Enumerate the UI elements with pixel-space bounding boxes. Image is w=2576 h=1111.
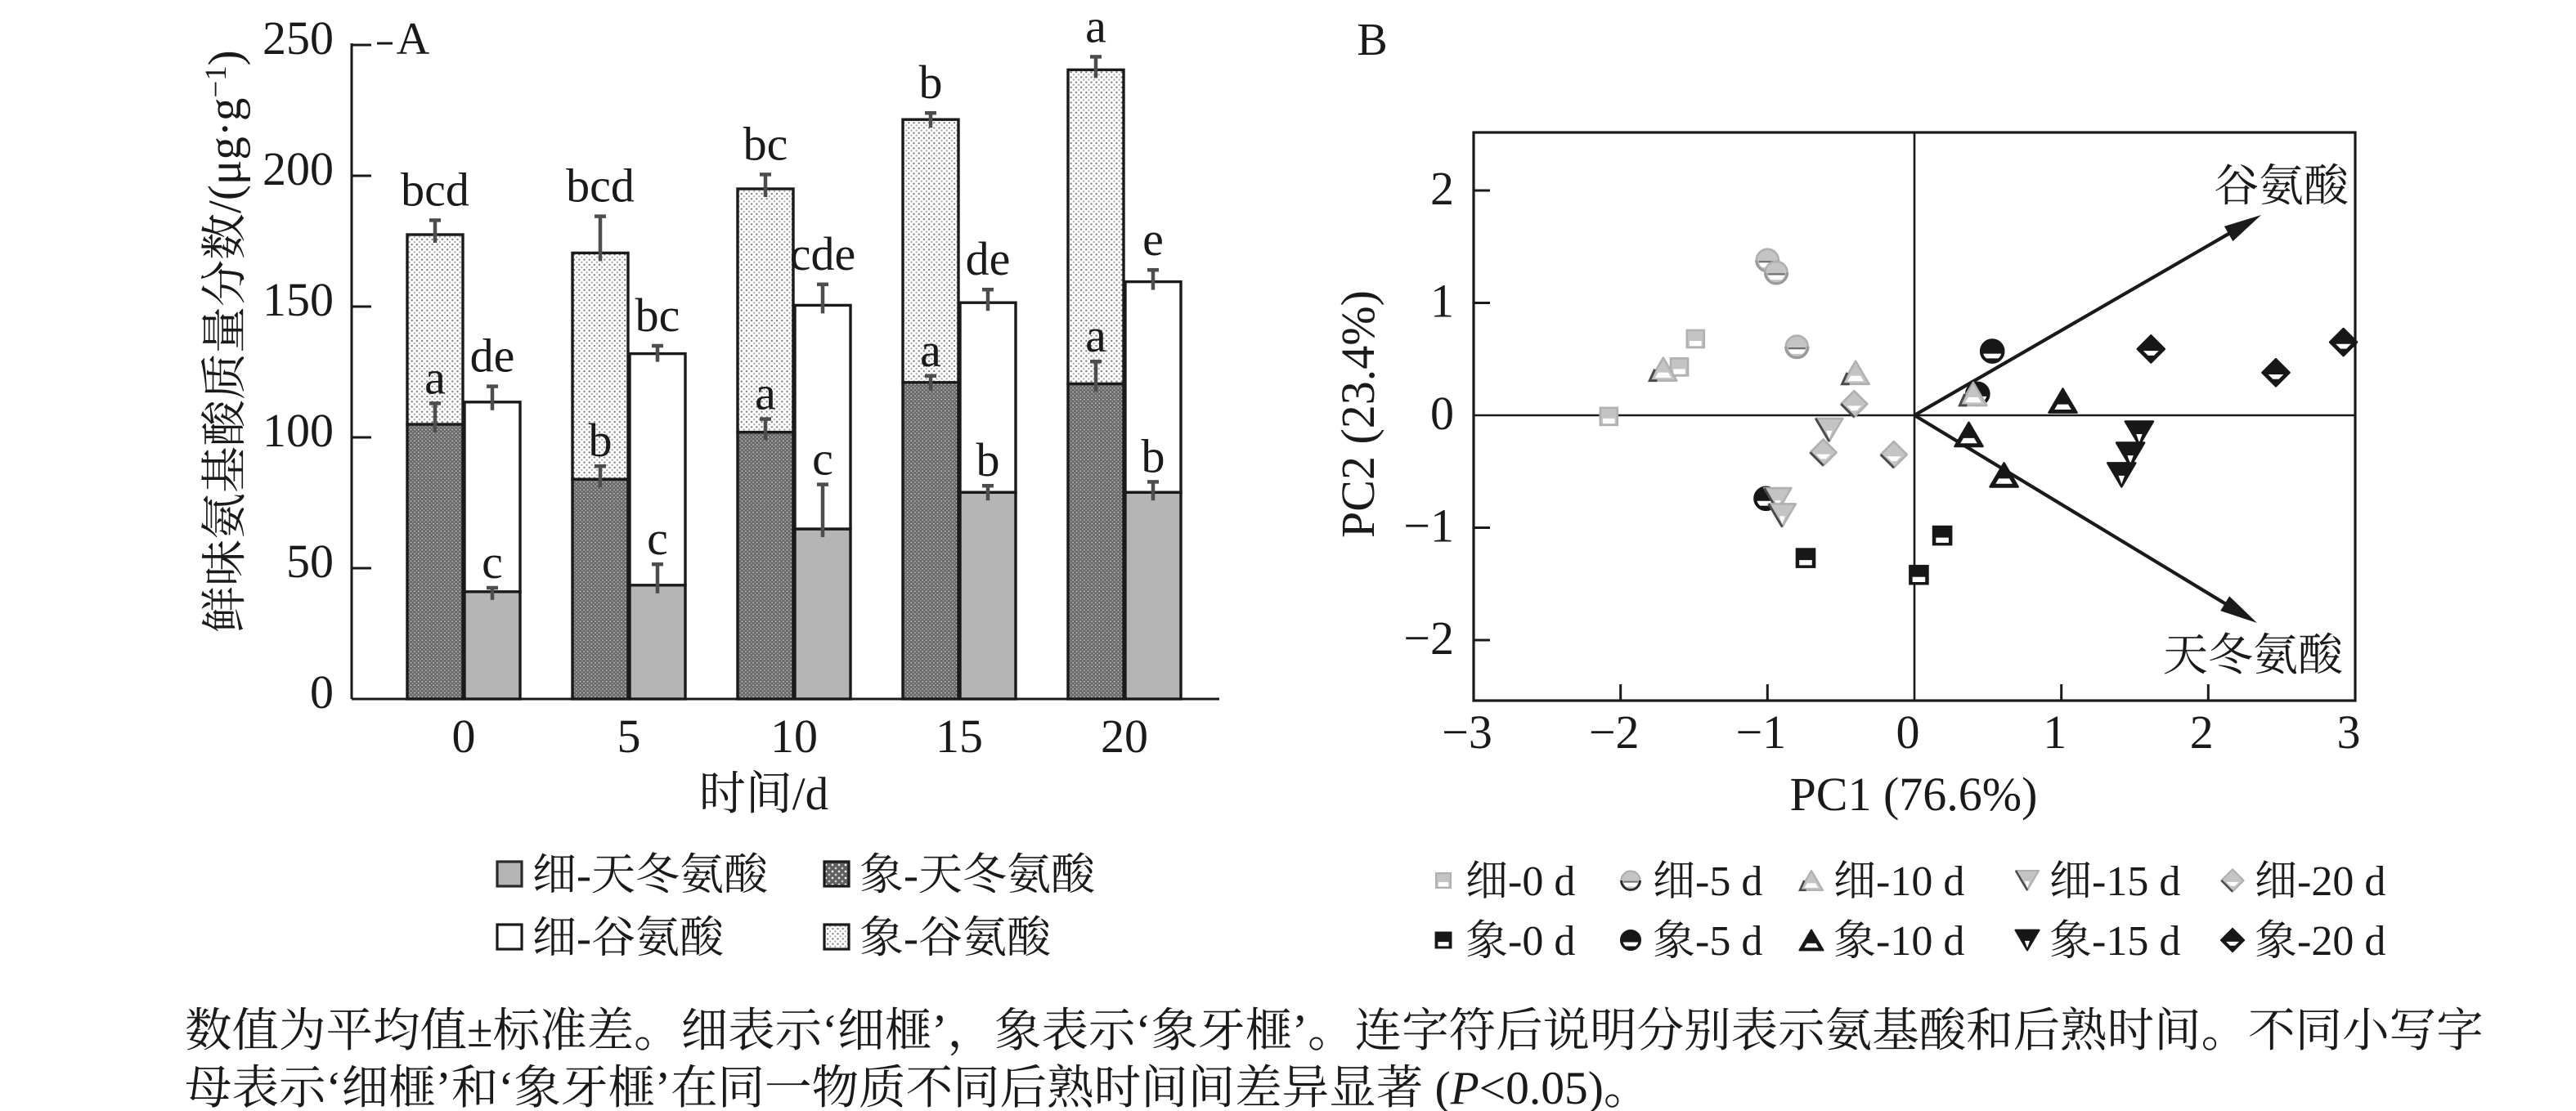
svg-text:−1: −1: [1403, 500, 1454, 553]
svg-text:-20 d: -20 d: [2297, 918, 2385, 965]
svg-text:bc: bc: [743, 117, 788, 170]
svg-text:-15 d: -15 d: [2092, 918, 2180, 965]
svg-text:20: 20: [1101, 710, 1148, 763]
svg-text:de: de: [966, 232, 1011, 285]
svg-text:1: 1: [1430, 275, 1454, 328]
svg-text:’: ’: [436, 1063, 451, 1111]
svg-text:de: de: [470, 329, 515, 383]
svg-text:b: b: [589, 414, 613, 467]
svg-text:P: P: [1450, 1063, 1479, 1111]
svg-text:1: 1: [2043, 706, 2067, 759]
svg-text:a: a: [424, 351, 446, 404]
svg-text:-10 d: -10 d: [1876, 918, 1964, 965]
svg-text:250: 250: [263, 11, 334, 65]
svg-text:-0 d: -0 d: [1508, 918, 1575, 965]
svg-text:-5 d: -5 d: [1695, 858, 1762, 905]
svg-text:b: b: [976, 433, 1000, 486]
svg-text:100: 100: [263, 404, 334, 457]
svg-text:c: c: [482, 535, 503, 589]
svg-text:-15 d: -15 d: [2092, 858, 2180, 905]
svg-text:a: a: [1085, 309, 1106, 362]
svg-text:-0 d: -0 d: [1508, 858, 1575, 905]
svg-text:PC2 (23.4%): PC2 (23.4%): [1331, 290, 1384, 538]
svg-text:2: 2: [2190, 706, 2214, 759]
svg-text:bcd: bcd: [566, 159, 635, 213]
svg-text:-: -: [577, 913, 591, 962]
svg-text:0: 0: [1430, 387, 1454, 440]
svg-text:PC1 (76.6%): PC1 (76.6%): [1790, 768, 2038, 821]
svg-text:(: (: [1435, 1063, 1451, 1111]
svg-text:b: b: [919, 56, 943, 109]
svg-text:e: e: [1142, 213, 1164, 266]
svg-text:2: 2: [1430, 162, 1454, 215]
svg-text:−1: −1: [1735, 706, 1786, 759]
svg-text:10: 10: [770, 710, 818, 763]
svg-text:a: a: [920, 324, 941, 377]
svg-text:3: 3: [2337, 706, 2361, 759]
svg-text:0: 0: [1896, 706, 1920, 759]
svg-text:-10 d: -10 d: [1876, 858, 1964, 905]
svg-text:-20 d: -20 d: [2297, 858, 2385, 905]
svg-text:−1: −1: [200, 65, 233, 97]
svg-text:‘: ‘: [326, 1063, 342, 1111]
svg-text:-: -: [904, 913, 918, 962]
svg-text:/(μg·g: /(μg·g: [200, 98, 251, 213]
svg-text:‘: ‘: [822, 1006, 837, 1057]
svg-text:-5 d: -5 d: [1695, 918, 1762, 965]
svg-text:a: a: [1085, 0, 1106, 52]
svg-text:<0.05): <0.05): [1479, 1063, 1604, 1111]
svg-text:±: ±: [467, 1006, 493, 1057]
svg-text:−3: −3: [1442, 706, 1492, 759]
svg-text:-: -: [577, 850, 591, 899]
svg-text:150: 150: [263, 273, 334, 326]
svg-text:’: ’: [655, 1063, 671, 1111]
svg-text:): ): [200, 50, 251, 65]
svg-text:B: B: [1357, 15, 1387, 65]
svg-text:200: 200: [263, 142, 334, 195]
svg-text:b: b: [1142, 429, 1165, 482]
svg-text:−2: −2: [1403, 611, 1454, 665]
svg-text:5: 5: [617, 710, 641, 763]
svg-text:50: 50: [286, 535, 334, 588]
svg-text:A: A: [397, 14, 430, 65]
svg-text:‘: ‘: [498, 1063, 514, 1111]
svg-text:-: -: [904, 850, 918, 899]
svg-text:−2: −2: [1589, 706, 1640, 759]
svg-text:c: c: [812, 432, 833, 486]
svg-text:c: c: [647, 512, 668, 565]
svg-text:bc: bc: [635, 289, 680, 342]
svg-text:‘: ‘: [1135, 1006, 1151, 1057]
svg-text:0: 0: [452, 710, 476, 763]
svg-text:’: ’: [931, 1006, 947, 1057]
svg-text:’: ’: [1292, 1006, 1308, 1057]
svg-text:/d: /d: [792, 768, 828, 820]
svg-text:a: a: [755, 367, 776, 420]
svg-text:bcd: bcd: [401, 163, 469, 216]
svg-text:15: 15: [936, 710, 983, 763]
svg-text:0: 0: [310, 665, 334, 719]
svg-text:cde: cde: [790, 227, 856, 280]
